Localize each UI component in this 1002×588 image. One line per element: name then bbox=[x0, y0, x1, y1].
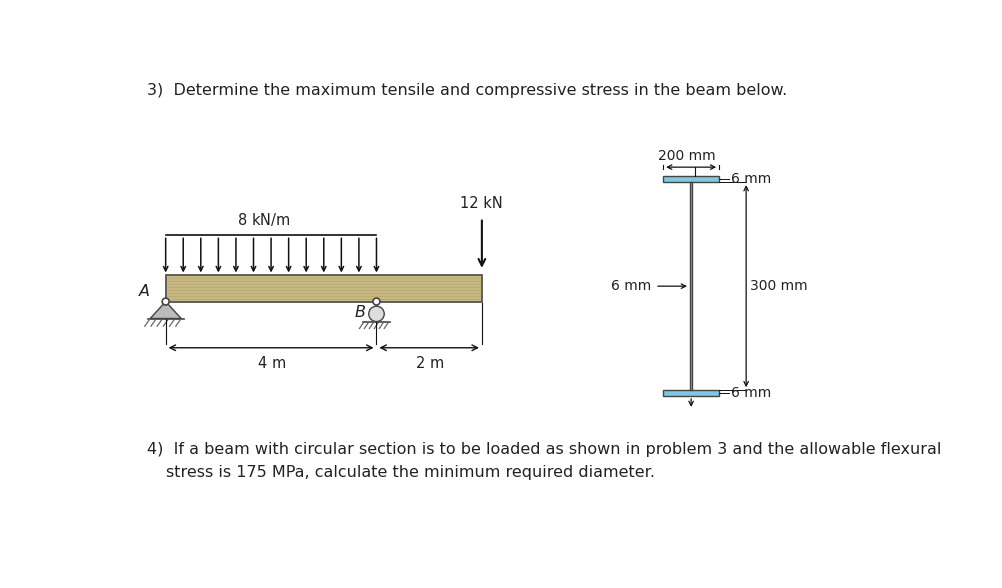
Text: 6 mm: 6 mm bbox=[729, 172, 771, 186]
Text: 6 mm: 6 mm bbox=[610, 279, 650, 293]
Text: 3)  Determine the maximum tensile and compressive stress in the beam below.: 3) Determine the maximum tensile and com… bbox=[147, 83, 787, 98]
Text: 12 kN: 12 kN bbox=[460, 196, 503, 212]
Circle shape bbox=[162, 298, 169, 305]
Text: stress is 175 MPa, calculate the minimum required diameter.: stress is 175 MPa, calculate the minimum… bbox=[165, 465, 654, 480]
Text: $8\ \mathrm{kN/m}$: $8\ \mathrm{kN/m}$ bbox=[236, 211, 290, 228]
Bar bbox=[662, 390, 718, 396]
Text: 4)  If a beam with circular section is to be loaded as shown in problem 3 and th: 4) If a beam with circular section is to… bbox=[147, 442, 941, 457]
Circle shape bbox=[373, 298, 380, 305]
Text: A: A bbox=[139, 284, 150, 299]
Text: 300 mm: 300 mm bbox=[749, 279, 807, 293]
Text: $2\ \mathrm{m}$: $2\ \mathrm{m}$ bbox=[414, 355, 443, 370]
Text: B: B bbox=[355, 305, 366, 320]
Polygon shape bbox=[150, 302, 181, 319]
Text: 200 mm: 200 mm bbox=[657, 149, 715, 163]
Text: $4\ \mathrm{m}$: $4\ \mathrm{m}$ bbox=[257, 355, 286, 370]
Circle shape bbox=[369, 306, 384, 322]
Bar bbox=[662, 176, 718, 182]
Text: 6 mm: 6 mm bbox=[729, 386, 771, 400]
Bar bbox=[165, 275, 481, 302]
Bar bbox=[689, 182, 691, 390]
